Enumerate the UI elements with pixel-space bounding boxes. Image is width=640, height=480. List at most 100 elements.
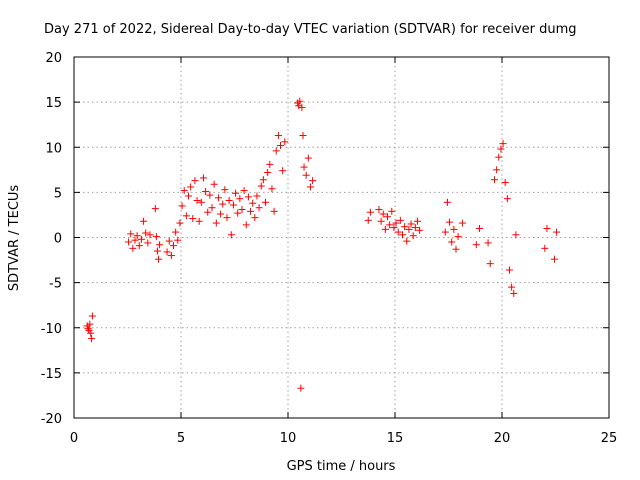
data-point: [379, 210, 387, 218]
data-point: [441, 228, 449, 236]
data-point: [452, 245, 460, 253]
data-point: [493, 166, 501, 174]
data-point: [302, 171, 310, 179]
data-point: [257, 182, 265, 190]
data-point: [88, 335, 96, 343]
data-point: [262, 198, 270, 206]
data-point: [249, 199, 257, 207]
data-point: [227, 231, 235, 239]
data-point: [499, 140, 507, 148]
data-points: [83, 97, 561, 392]
x-tick-label: 15: [387, 431, 404, 446]
data-point: [297, 384, 305, 392]
data-point: [279, 167, 287, 175]
data-point: [251, 214, 259, 222]
data-point: [208, 204, 216, 212]
data-point: [495, 153, 503, 161]
data-point: [240, 187, 248, 195]
data-point: [505, 266, 513, 274]
data-point: [484, 239, 492, 247]
data-point: [184, 192, 192, 200]
data-point: [151, 205, 159, 213]
data-point: [541, 244, 549, 252]
data-point: [553, 228, 561, 236]
x-tick-label: 5: [177, 431, 185, 446]
data-point: [443, 198, 451, 206]
y-tick-label: -5: [49, 277, 62, 292]
data-point: [503, 195, 511, 203]
y-tick-label: 20: [45, 51, 62, 66]
data-point: [304, 154, 312, 162]
data-point: [255, 204, 263, 212]
data-point: [182, 212, 190, 220]
data-point: [174, 236, 182, 244]
data-point: [446, 218, 454, 226]
data-point: [176, 219, 184, 227]
y-tick-label: 5: [54, 186, 62, 201]
data-point: [543, 224, 551, 232]
data-point: [401, 223, 409, 231]
data-point: [163, 248, 171, 256]
x-tick-label: 0: [70, 431, 78, 446]
data-point: [195, 217, 203, 225]
data-point: [390, 224, 398, 232]
data-point: [144, 239, 152, 247]
data-point: [454, 233, 462, 241]
data-point: [247, 207, 255, 215]
data-point: [377, 217, 385, 225]
data-point: [223, 214, 231, 222]
data-point: [84, 325, 92, 333]
y-tick-label: 0: [54, 232, 62, 247]
y-tick-label: 10: [45, 141, 62, 156]
y-tick-label: -20: [41, 412, 62, 427]
data-point: [142, 229, 150, 237]
data-point: [172, 228, 180, 236]
data-point: [189, 215, 197, 223]
data-point: [210, 180, 218, 188]
data-point: [253, 192, 261, 200]
data-point: [155, 255, 163, 263]
data-point: [299, 132, 307, 140]
data-point: [153, 247, 161, 255]
data-point: [191, 177, 199, 185]
data-point: [270, 207, 278, 215]
data-point: [234, 209, 242, 217]
data-point: [384, 213, 392, 221]
grid-lines: [74, 57, 609, 418]
data-point: [206, 191, 214, 199]
data-point: [407, 220, 415, 228]
data-point: [202, 187, 210, 195]
data-point: [306, 183, 314, 191]
data-point: [411, 224, 419, 232]
data-point: [491, 176, 499, 184]
data-point: [137, 235, 145, 243]
data-point: [238, 206, 246, 214]
x-axis-label: GPS time / hours: [287, 459, 396, 474]
data-point: [416, 226, 424, 234]
data-point: [259, 176, 267, 184]
data-point: [87, 329, 95, 337]
x-tick-label: 10: [280, 431, 297, 446]
data-point: [131, 236, 139, 244]
x-tick-label: 20: [494, 431, 511, 446]
data-point: [88, 312, 96, 320]
data-point: [381, 225, 389, 233]
data-point: [396, 216, 404, 224]
data-point: [277, 141, 285, 149]
data-point: [127, 230, 135, 238]
data-point: [386, 221, 394, 229]
data-point: [403, 237, 411, 245]
data-point: [214, 194, 222, 202]
data-point: [295, 102, 303, 110]
data-point: [167, 252, 175, 260]
data-point: [242, 221, 250, 229]
data-point: [394, 228, 402, 236]
data-point: [156, 241, 164, 249]
data-point: [187, 183, 195, 191]
data-point: [486, 260, 494, 268]
data-point: [178, 202, 186, 210]
plot-frame: [73, 56, 610, 419]
data-point: [458, 219, 466, 227]
data-point: [217, 210, 225, 218]
data-point: [221, 186, 229, 194]
